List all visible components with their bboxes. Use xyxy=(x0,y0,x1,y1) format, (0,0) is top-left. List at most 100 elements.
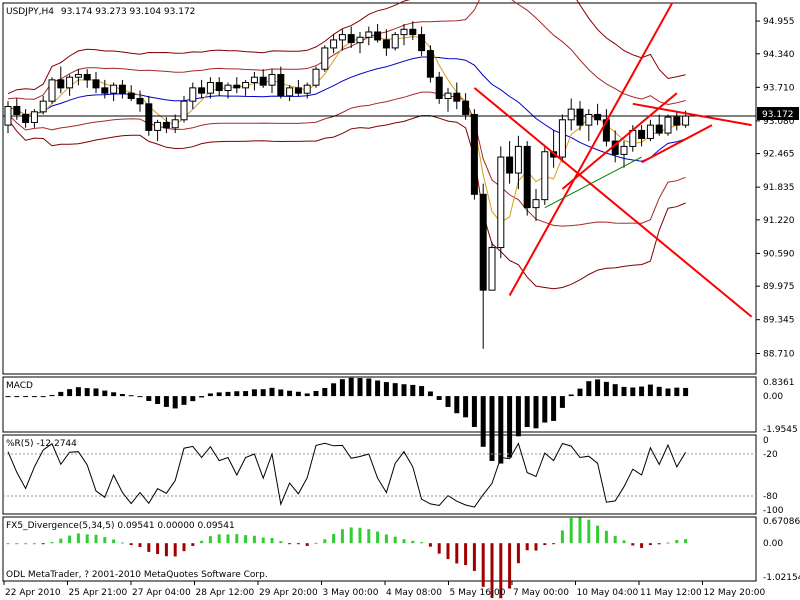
candle xyxy=(347,26,355,48)
fx5-bar xyxy=(32,543,36,545)
candle xyxy=(180,95,188,123)
wpr-tick-label: 0 xyxy=(763,436,769,446)
macd-bar xyxy=(568,394,574,397)
candle xyxy=(330,34,338,54)
macd-bar xyxy=(322,387,328,397)
candle-body xyxy=(277,74,285,97)
candle-body xyxy=(110,84,118,94)
current-price-tag xyxy=(757,107,799,120)
price-panel-frame xyxy=(2,2,757,375)
macd-bar xyxy=(683,387,689,397)
wpr-line xyxy=(7,442,687,508)
candle xyxy=(479,183,487,349)
trendline xyxy=(508,2,674,296)
fx5-bar xyxy=(552,543,556,545)
macd-bar xyxy=(278,389,284,397)
fx5-bar xyxy=(270,538,274,544)
fx5-bar xyxy=(516,543,520,564)
macd-bar xyxy=(75,387,81,397)
trendline xyxy=(473,87,753,318)
fx5-bar xyxy=(648,543,652,546)
candle xyxy=(312,66,320,88)
candle xyxy=(356,31,364,54)
price-tick-label: 91.220 xyxy=(763,216,795,226)
candle xyxy=(171,114,179,134)
price-tick-label: 92.465 xyxy=(763,150,795,160)
candle-body xyxy=(594,113,602,121)
candle xyxy=(374,23,382,43)
candle-body xyxy=(523,145,531,209)
fx5-bar xyxy=(138,543,142,547)
macd-indicator: 0.8361 0.00 -1.9545 xyxy=(5,377,798,464)
candle-body xyxy=(462,100,470,115)
macd-bar xyxy=(93,388,99,397)
fx5-bar xyxy=(455,543,459,564)
candle-body xyxy=(171,119,179,129)
candle xyxy=(391,31,399,51)
bollinger-upper-band xyxy=(7,0,686,95)
fx5-bar xyxy=(217,534,221,544)
macd-bar xyxy=(58,391,64,397)
candle-body xyxy=(330,39,338,49)
fx5-bar xyxy=(464,543,468,566)
price-axis: 94.955 94.340 93.710 93.080 92.465 91.835 91.2… xyxy=(756,17,795,359)
candle-body xyxy=(259,76,267,86)
candle xyxy=(532,189,540,221)
macd-bar xyxy=(507,396,513,458)
candle-body xyxy=(57,79,65,89)
price-tick-label: 89.345 xyxy=(763,316,795,326)
time-axis: 22 Apr 2010 25 Apr 21:00 27 Apr 04:00 28 Ap… xyxy=(3,581,765,598)
candle xyxy=(303,82,311,99)
bollinger-middle-band xyxy=(7,56,686,162)
macd-bar xyxy=(348,377,354,397)
candle-body xyxy=(321,47,329,70)
fx5-bar xyxy=(596,525,600,544)
candle-body xyxy=(66,76,74,89)
fx5-bar xyxy=(420,542,424,544)
candle-body xyxy=(453,92,461,102)
fx5-bar xyxy=(41,543,45,545)
fx5-panel-frame xyxy=(2,516,757,582)
fx5-bar xyxy=(508,543,512,589)
macd-bar xyxy=(190,396,196,402)
candle xyxy=(426,45,434,83)
macd-bar xyxy=(630,387,636,397)
candle xyxy=(338,29,346,51)
macd-bar xyxy=(287,390,293,397)
fx5-bar xyxy=(428,543,432,547)
price-tick-label: 93.080 xyxy=(763,117,795,127)
candle xyxy=(198,79,206,99)
candle xyxy=(189,82,197,110)
candle xyxy=(13,98,21,120)
macd-label: MACD xyxy=(6,381,33,391)
fx5-bar xyxy=(367,529,371,544)
macd-bar xyxy=(595,379,601,397)
fx5-bar xyxy=(437,543,441,554)
candle xyxy=(453,82,461,110)
macd-tick-label: 0.8361 xyxy=(763,378,795,388)
candle xyxy=(39,95,47,115)
candle-body xyxy=(426,50,434,78)
candle-body xyxy=(83,74,91,81)
fx5-bar xyxy=(129,543,133,546)
bollinger-inner-upper xyxy=(7,0,686,106)
fx5-bar xyxy=(252,535,256,544)
fx5-bar xyxy=(604,530,608,544)
candle-body xyxy=(48,79,56,102)
candle-body xyxy=(620,145,628,155)
macd-bar xyxy=(163,396,169,407)
candle-body xyxy=(22,113,30,123)
candle xyxy=(365,26,373,46)
time-tick-label: 4 May 08:00 xyxy=(386,588,442,598)
fx5-bar xyxy=(402,539,406,544)
candle xyxy=(242,79,250,96)
candle xyxy=(127,85,135,102)
fx5-bar xyxy=(226,534,230,544)
fx5-tick-label: 0.00 xyxy=(763,539,783,549)
fx5-bar xyxy=(182,543,186,552)
fx5-bar xyxy=(120,542,124,544)
fx5-bar xyxy=(613,535,617,544)
time-tick-label: 22 Apr 2010 xyxy=(5,588,61,598)
macd-bar xyxy=(375,380,381,397)
candle-body xyxy=(382,39,390,49)
